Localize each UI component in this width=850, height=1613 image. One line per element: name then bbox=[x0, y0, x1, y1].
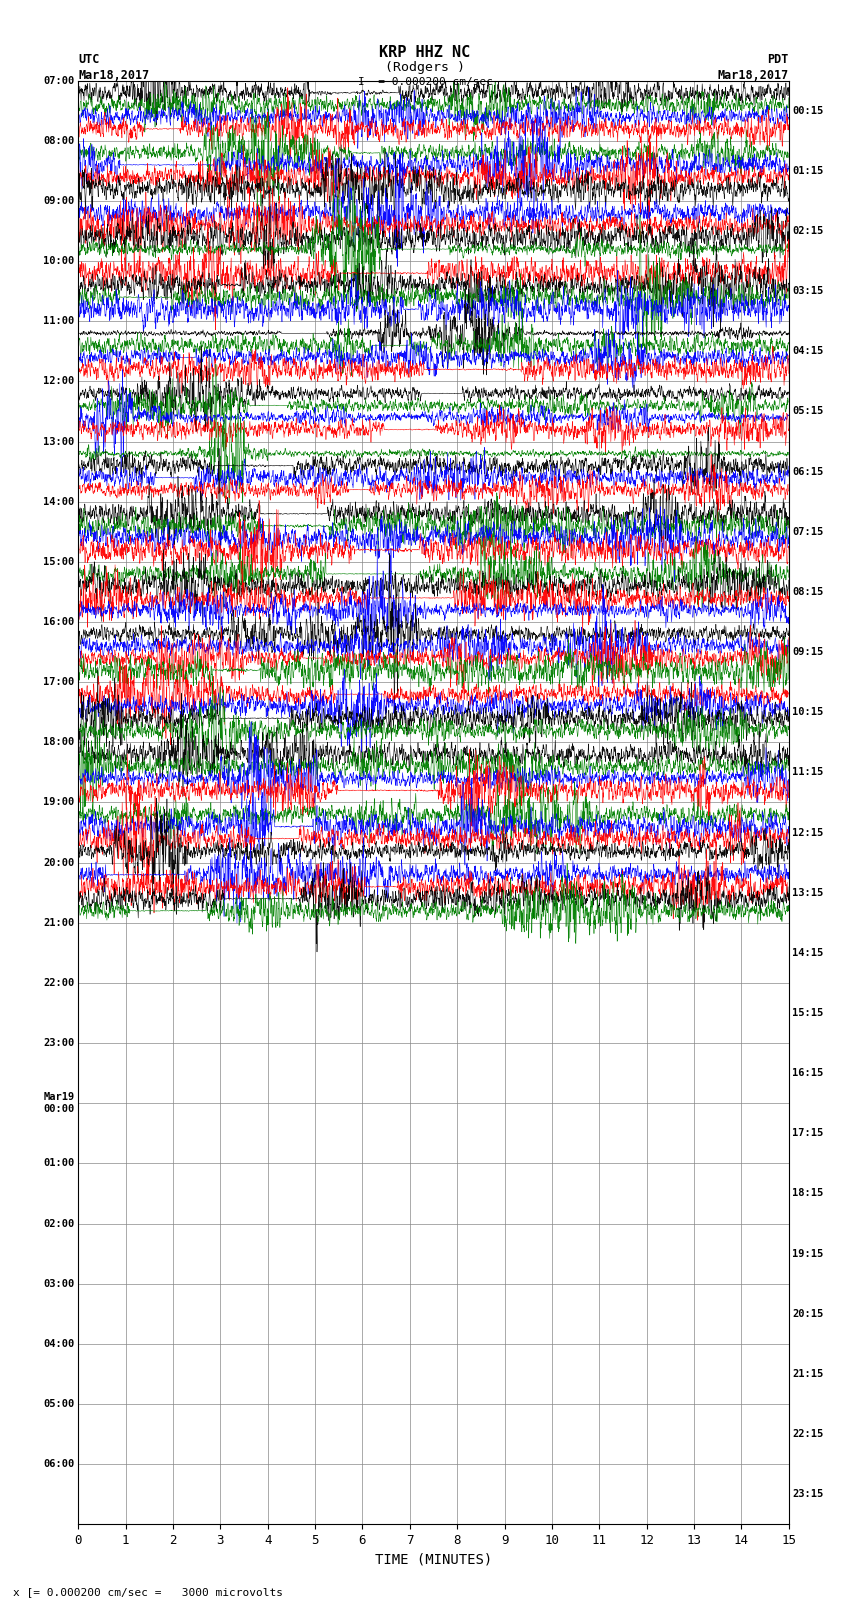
Text: 12:15: 12:15 bbox=[792, 827, 824, 837]
Text: 21:15: 21:15 bbox=[792, 1369, 824, 1379]
Text: 00:15: 00:15 bbox=[792, 106, 824, 116]
Text: 04:00: 04:00 bbox=[43, 1339, 75, 1348]
Text: 04:15: 04:15 bbox=[792, 347, 824, 356]
Text: 05:15: 05:15 bbox=[792, 406, 824, 416]
Text: UTC: UTC bbox=[78, 53, 99, 66]
Text: 14:15: 14:15 bbox=[792, 948, 824, 958]
Text: 01:00: 01:00 bbox=[43, 1158, 75, 1168]
Text: 02:00: 02:00 bbox=[43, 1218, 75, 1229]
Text: 11:00: 11:00 bbox=[43, 316, 75, 326]
Text: 08:15: 08:15 bbox=[792, 587, 824, 597]
Text: 11:15: 11:15 bbox=[792, 768, 824, 777]
Text: 09:15: 09:15 bbox=[792, 647, 824, 656]
Text: 18:00: 18:00 bbox=[43, 737, 75, 747]
Text: Mar18,2017: Mar18,2017 bbox=[717, 69, 789, 82]
Text: (Rodgers ): (Rodgers ) bbox=[385, 61, 465, 74]
Text: 19:00: 19:00 bbox=[43, 797, 75, 808]
Text: 08:00: 08:00 bbox=[43, 135, 75, 145]
Text: 03:15: 03:15 bbox=[792, 286, 824, 297]
Text: 07:15: 07:15 bbox=[792, 527, 824, 537]
Text: 17:00: 17:00 bbox=[43, 677, 75, 687]
Text: 12:00: 12:00 bbox=[43, 376, 75, 387]
Text: 15:00: 15:00 bbox=[43, 556, 75, 566]
Text: 16:15: 16:15 bbox=[792, 1068, 824, 1077]
Text: PDT: PDT bbox=[768, 53, 789, 66]
Text: 02:15: 02:15 bbox=[792, 226, 824, 235]
Text: 22:00: 22:00 bbox=[43, 977, 75, 987]
Text: 14:00: 14:00 bbox=[43, 497, 75, 506]
Text: 06:15: 06:15 bbox=[792, 466, 824, 476]
Text: 03:00: 03:00 bbox=[43, 1279, 75, 1289]
Text: 17:15: 17:15 bbox=[792, 1129, 824, 1139]
Text: 23:15: 23:15 bbox=[792, 1489, 824, 1498]
Text: 10:00: 10:00 bbox=[43, 256, 75, 266]
Text: x [= 0.000200 cm/sec =   3000 microvolts: x [= 0.000200 cm/sec = 3000 microvolts bbox=[13, 1587, 283, 1597]
Text: Mar18,2017: Mar18,2017 bbox=[78, 69, 150, 82]
Text: 05:00: 05:00 bbox=[43, 1398, 75, 1410]
Text: 10:15: 10:15 bbox=[792, 706, 824, 718]
Text: 09:00: 09:00 bbox=[43, 195, 75, 206]
Text: 20:15: 20:15 bbox=[792, 1308, 824, 1319]
Text: 18:15: 18:15 bbox=[792, 1189, 824, 1198]
Text: 22:15: 22:15 bbox=[792, 1429, 824, 1439]
X-axis label: TIME (MINUTES): TIME (MINUTES) bbox=[375, 1553, 492, 1566]
Text: 13:00: 13:00 bbox=[43, 437, 75, 447]
Text: 07:00: 07:00 bbox=[43, 76, 75, 85]
Text: 16:00: 16:00 bbox=[43, 618, 75, 627]
Text: 01:15: 01:15 bbox=[792, 166, 824, 176]
Text: 21:00: 21:00 bbox=[43, 918, 75, 927]
Text: I  = 0.000200 cm/sec: I = 0.000200 cm/sec bbox=[358, 77, 492, 87]
Text: 13:15: 13:15 bbox=[792, 887, 824, 898]
Text: 06:00: 06:00 bbox=[43, 1460, 75, 1469]
Text: KRP HHZ NC: KRP HHZ NC bbox=[379, 45, 471, 60]
Text: 15:15: 15:15 bbox=[792, 1008, 824, 1018]
Text: 19:15: 19:15 bbox=[792, 1248, 824, 1258]
Text: 20:00: 20:00 bbox=[43, 858, 75, 868]
Text: Mar19
00:00: Mar19 00:00 bbox=[43, 1092, 75, 1115]
Text: 23:00: 23:00 bbox=[43, 1039, 75, 1048]
